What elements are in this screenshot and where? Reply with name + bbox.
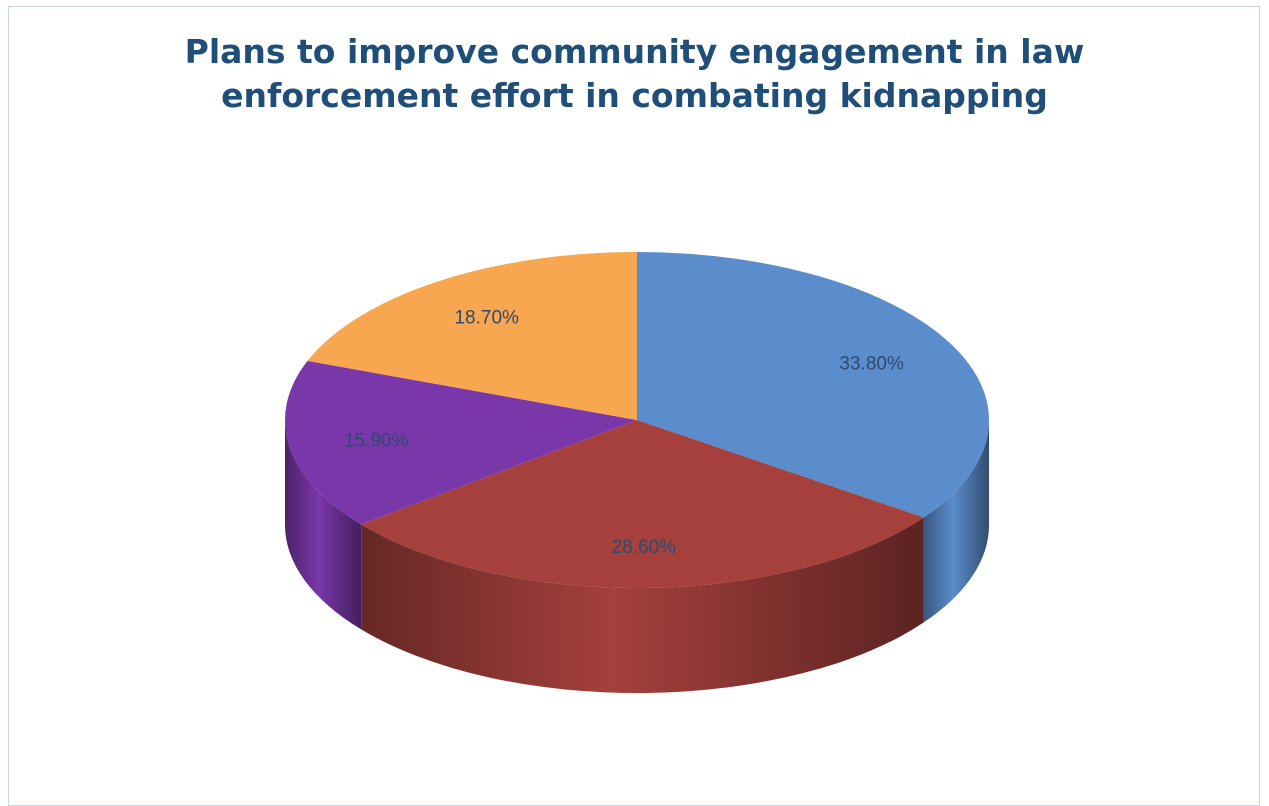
pie-side-0 [923,420,989,623]
pie-labels: 33.80% 28.60% 15.90% 18.70% [344,307,904,558]
slice-label-3: 18.70% [454,307,519,328]
pie-slice-2 [285,360,637,525]
pie-slice-1 [361,420,924,588]
pie-tops [285,252,989,588]
chart-title: Plans to improve community engagement in… [184,32,1085,115]
pie-slice-3 [307,252,637,420]
slice-label-2: 15.90% [344,431,409,452]
slice-label-1: 28.60% [612,537,677,558]
pie-sides [285,420,989,694]
pie-slice-0 [637,252,989,518]
pie-side-1 [361,517,924,694]
pie-side-2 [285,420,362,630]
slice-label-0: 33.80% [839,353,904,374]
